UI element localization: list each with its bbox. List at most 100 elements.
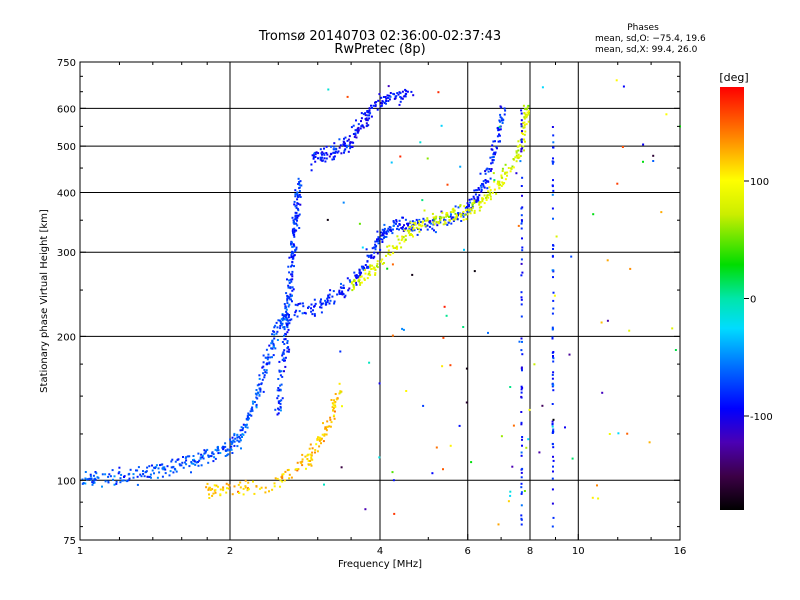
data-point	[469, 201, 471, 204]
data-point	[553, 294, 556, 297]
data-point	[364, 272, 367, 275]
data-point	[230, 443, 233, 446]
data-point	[520, 131, 523, 134]
data-point	[215, 484, 218, 487]
data-point	[247, 481, 250, 484]
data-point	[287, 284, 290, 287]
data-point	[431, 472, 434, 475]
data-point	[360, 120, 362, 123]
data-point	[523, 490, 526, 492]
data-point	[399, 155, 402, 158]
data-point	[364, 508, 367, 511]
data-point	[151, 464, 153, 467]
data-point	[501, 170, 504, 172]
data-point	[525, 115, 528, 117]
data-point	[390, 161, 393, 164]
phase-stats-heading: Phases	[627, 23, 659, 33]
data-point	[214, 448, 217, 451]
data-point	[520, 291, 523, 294]
data-point	[81, 478, 84, 481]
data-point	[433, 223, 436, 226]
data-point	[206, 482, 209, 485]
data-point	[101, 485, 103, 488]
data-point	[412, 94, 415, 97]
data-point	[297, 468, 300, 471]
data-point	[230, 448, 233, 451]
data-point	[328, 293, 331, 296]
data-point	[493, 151, 496, 154]
data-point	[363, 269, 366, 272]
data-point	[381, 228, 384, 231]
data-point	[496, 182, 499, 185]
data-point	[520, 315, 523, 318]
data-point	[155, 464, 158, 467]
data-point	[465, 218, 468, 221]
data-point	[524, 130, 527, 133]
data-point	[373, 255, 376, 258]
data-point	[346, 139, 349, 142]
data-point	[473, 270, 476, 273]
data-point	[413, 229, 416, 232]
data-point	[411, 220, 414, 223]
data-point	[422, 217, 425, 220]
data-point	[244, 479, 247, 482]
data-point	[364, 264, 367, 266]
data-point	[379, 238, 382, 240]
data-point	[483, 202, 486, 205]
data-point	[523, 116, 526, 119]
data-point	[492, 153, 495, 156]
data-point	[279, 402, 282, 405]
data-point	[551, 326, 554, 329]
data-point	[316, 438, 319, 441]
data-point	[493, 179, 496, 182]
data-point	[286, 342, 289, 344]
data-point	[642, 160, 644, 163]
data-point	[409, 233, 412, 235]
data-point	[325, 429, 328, 432]
data-point	[264, 371, 267, 374]
data-point	[282, 357, 285, 360]
data-point	[304, 455, 307, 458]
data-point	[321, 151, 324, 154]
data-point	[551, 477, 554, 480]
data-point	[421, 224, 424, 227]
data-point	[144, 471, 147, 474]
data-point	[397, 238, 400, 241]
data-point	[498, 187, 501, 190]
data-point	[291, 216, 294, 219]
data-point	[440, 124, 443, 127]
data-point	[359, 275, 362, 278]
data-point	[515, 151, 518, 154]
data-point	[261, 366, 264, 369]
data-point	[296, 224, 299, 227]
data-point	[393, 221, 396, 224]
data-point	[341, 292, 344, 294]
data-point	[253, 492, 256, 495]
data-point	[230, 440, 232, 443]
data-point	[291, 264, 293, 267]
data-point	[555, 235, 558, 238]
data-point	[396, 225, 399, 228]
data-point	[552, 459, 555, 462]
data-point	[486, 180, 489, 183]
data-point	[521, 206, 524, 209]
data-point	[552, 470, 554, 473]
data-point	[509, 494, 512, 497]
data-point	[283, 326, 286, 328]
data-point	[442, 336, 445, 339]
data-point	[404, 95, 407, 98]
data-point	[520, 219, 523, 222]
data-point	[551, 312, 554, 315]
data-point	[328, 155, 331, 158]
data-point	[222, 446, 225, 448]
data-point	[142, 470, 144, 473]
data-point	[440, 210, 443, 213]
data-point	[404, 93, 407, 95]
data-point	[424, 223, 427, 226]
data-point	[361, 246, 364, 249]
data-point	[523, 138, 526, 141]
data-point	[450, 213, 452, 216]
data-point	[368, 107, 371, 110]
data-point	[288, 322, 291, 325]
data-point	[517, 140, 520, 143]
